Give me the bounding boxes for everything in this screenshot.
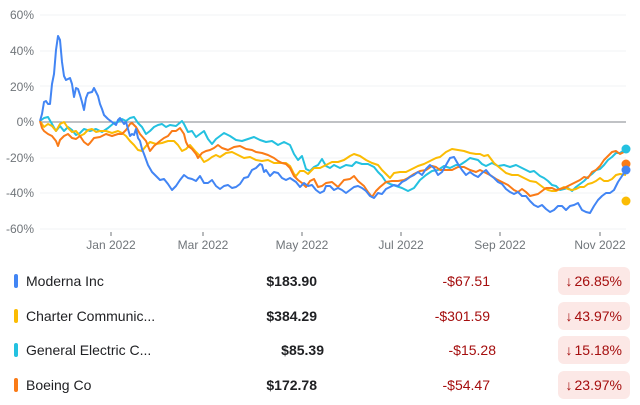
y-tick-label: -60% [5, 222, 34, 236]
percent-change-badge: ↓ 23.97% [557, 370, 630, 399]
y-tick-label: -20% [5, 151, 34, 165]
stock-price: $85.39 [281, 342, 324, 358]
x-tick-label: Sep 2022 [474, 238, 526, 252]
series-line-boeing [39, 120, 627, 198]
x-tick-label: Jan 2022 [86, 238, 136, 252]
arrow-down-icon: ↓ [565, 376, 573, 393]
series-line-moderna [39, 35, 627, 214]
percent-value: 43.97% [574, 307, 622, 324]
stock-price: $384.29 [266, 307, 317, 324]
series-line-general-electric [39, 116, 627, 192]
stock-price: $172.78 [266, 376, 317, 393]
series-color-swatch [14, 343, 18, 357]
stock-row-charter[interactable]: Charter Communic... $384.29 -$301.59 ↓ 43… [0, 299, 640, 334]
stock-change: -$67.51 [442, 273, 490, 289]
stock-legend-table: Moderna Inc $183.90 -$67.51 ↓ 26.85% Char… [0, 264, 640, 402]
arrow-down-icon: ↓ [565, 273, 573, 289]
stock-change: -$301.59 [434, 307, 490, 324]
x-tick-label: Nov 2022 [574, 238, 626, 252]
y-tick-label: 20% [9, 80, 34, 94]
arrow-down-icon: ↓ [565, 307, 573, 324]
end-dot-general-electric [621, 144, 631, 154]
y-tick-label: -40% [5, 186, 34, 200]
stock-name[interactable]: Boeing Co [26, 376, 92, 393]
stock-row-moderna[interactable]: Moderna Inc $183.90 -$67.51 ↓ 26.85% [0, 264, 640, 299]
chart-svg [39, 14, 631, 236]
percent-value: 23.97% [574, 376, 622, 393]
x-tick-label: Mar 2022 [177, 238, 229, 252]
x-ticks [110, 232, 601, 236]
series-color-swatch [14, 274, 18, 288]
x-tick-label: May 2022 [275, 238, 329, 252]
end-dot-moderna [621, 165, 631, 175]
stock-change: -$54.47 [442, 376, 490, 393]
x-tick-label: Jul 2022 [378, 238, 424, 252]
series-color-swatch [14, 377, 18, 392]
percent-change-badge: ↓ 43.97% [557, 301, 630, 330]
stock-row-general-electric[interactable]: General Electric C... $85.39 -$15.28 ↓ 15… [0, 333, 640, 368]
stock-price: $183.90 [266, 273, 317, 289]
end-dot-charter [621, 196, 631, 206]
y-tick-label: 60% [9, 8, 34, 22]
stock-name[interactable]: Moderna Inc [26, 273, 104, 289]
y-tick-label: 0% [16, 115, 34, 129]
stock-name[interactable]: Charter Communic... [26, 307, 156, 324]
stock-change: -$15.28 [448, 342, 496, 358]
arrow-down-icon: ↓ [565, 342, 573, 358]
stock-name[interactable]: General Electric C... [26, 342, 152, 358]
percent-change-badge: ↓ 15.18% [557, 336, 630, 364]
percent-value: 15.18% [574, 342, 622, 358]
y-tick-label: 40% [9, 44, 34, 58]
stock-row-boeing[interactable]: Boeing Co $172.78 -$54.47 ↓ 23.97% [0, 368, 640, 403]
comparison-chart[interactable]: 60% 40% 20% 0% -20% -40% -60% Jan 2022 M… [0, 0, 640, 262]
gridlines [40, 14, 626, 230]
percent-value: 26.85% [574, 273, 622, 289]
percent-change-badge: ↓ 26.85% [557, 267, 630, 295]
series-line-charter-communications [39, 120, 627, 192]
series-color-swatch [14, 308, 18, 323]
